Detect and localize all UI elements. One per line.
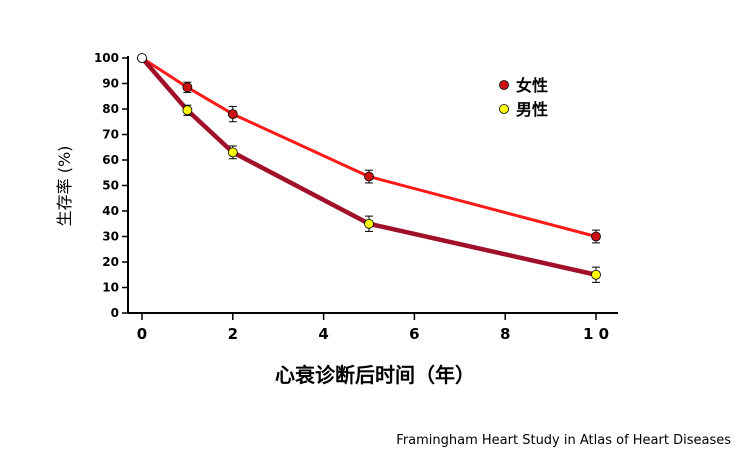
- x-tick-label: 4: [318, 325, 328, 343]
- y-axis-label: 生存率 (%): [55, 146, 74, 227]
- y-tick-label: 80: [102, 102, 119, 116]
- y-tick-label: 100: [94, 51, 119, 65]
- legend-marker: [499, 80, 509, 90]
- x-tick-label: 2: [228, 325, 238, 343]
- data-point: [591, 231, 601, 242]
- x-tick-label: 8: [500, 325, 510, 343]
- y-tick-label: 0: [111, 306, 119, 320]
- data-point: [137, 53, 147, 63]
- x-tick-label: 6: [409, 325, 419, 343]
- y-tick-label: 90: [102, 77, 119, 91]
- data-point: [364, 171, 374, 182]
- y-tick-label: 10: [102, 281, 119, 295]
- data-point: [591, 269, 601, 280]
- y-tick-label: 30: [102, 230, 119, 244]
- source-credit: Framingham Heart Study in Atlas of Heart…: [396, 433, 731, 448]
- series-layer: [137, 53, 601, 283]
- y-tick-label: 60: [102, 153, 119, 167]
- legend-marker: [499, 104, 509, 114]
- data-point: [182, 105, 193, 116]
- x-tick-label: 0: [137, 325, 147, 343]
- y-tick-label: 20: [102, 255, 119, 269]
- data-point: [182, 82, 193, 93]
- series-2: [137, 53, 601, 283]
- y-tick-label: 50: [102, 179, 119, 193]
- x-tick-label: 1 0: [583, 325, 609, 343]
- y-tick-label: 40: [102, 204, 119, 218]
- legend-label: 女性: [516, 76, 548, 95]
- x-axis-label: 心衰诊断后时间（年）: [275, 363, 475, 387]
- data-point: [227, 109, 238, 119]
- data-point: [227, 147, 238, 158]
- y-tick-label: 70: [102, 128, 119, 142]
- data-point: [364, 218, 374, 229]
- legend-label: 男性: [516, 100, 548, 119]
